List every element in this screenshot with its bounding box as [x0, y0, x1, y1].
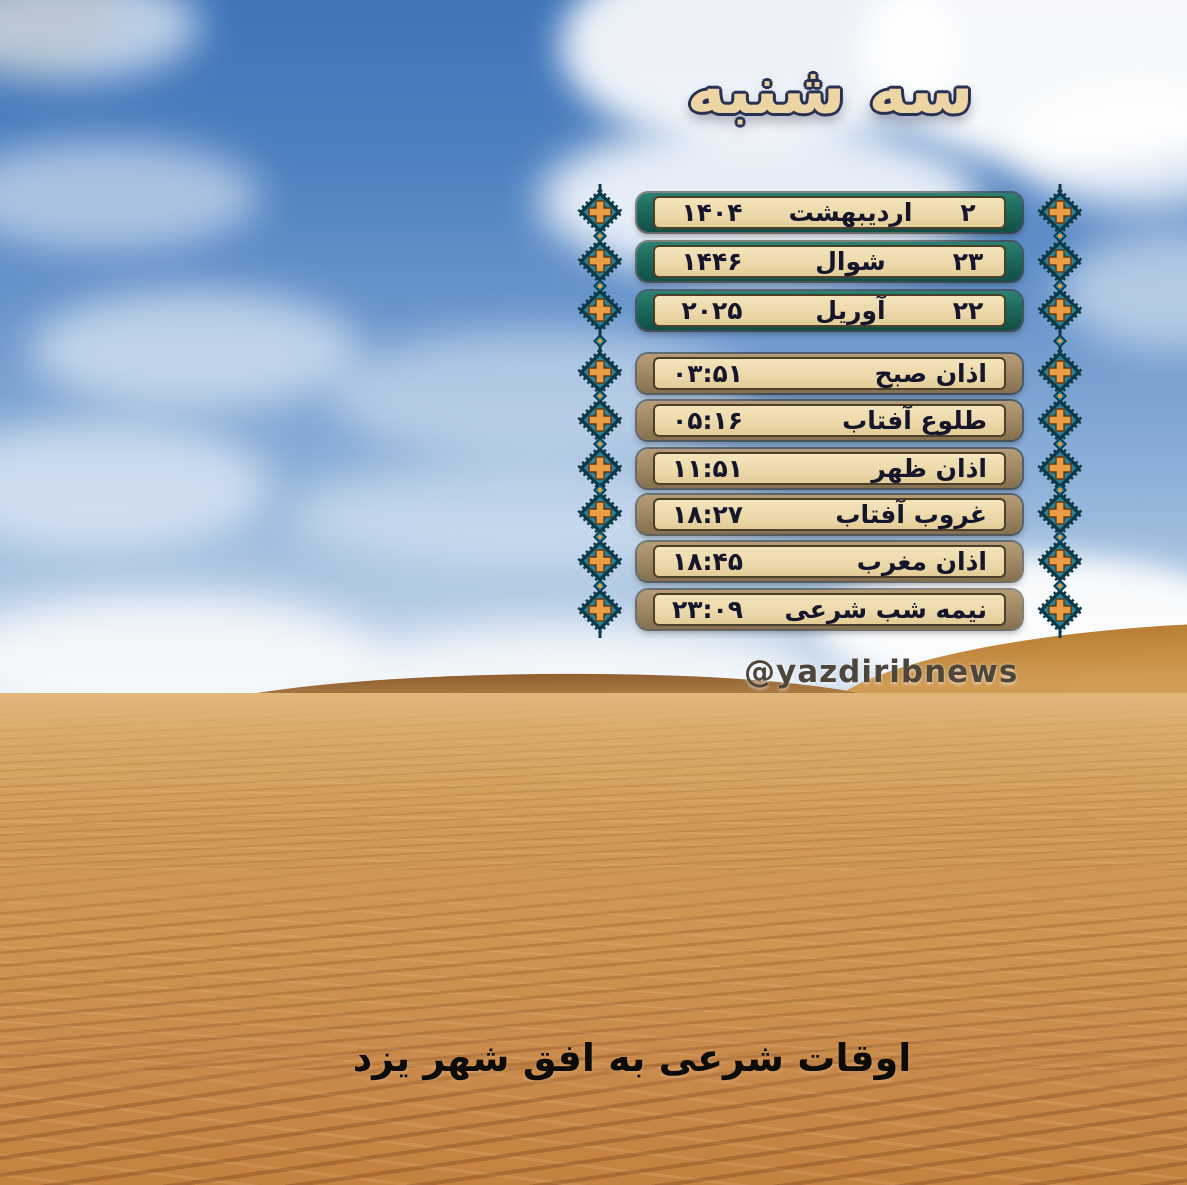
- date-year: ۲۰۲۵: [681, 296, 743, 325]
- time-row-sunset: غروب آفتاب ۱۸:۲۷: [637, 495, 1022, 534]
- date-month: اردیبهشت: [788, 198, 913, 227]
- cloud: [30, 290, 360, 410]
- time-pill: طلوع آفتاب ۰۵:۱۶: [653, 404, 1006, 437]
- footer-caption: اوقات شرعی به افق شهر یزد: [352, 1036, 912, 1080]
- time-value: ۰۵:۱۶: [672, 406, 744, 435]
- date-day: ۲: [960, 198, 976, 227]
- ornament-connector-icon: [1052, 388, 1068, 404]
- time-label: اذان مغرب: [856, 547, 987, 576]
- sand-foreground: [0, 693, 1187, 1185]
- ornament-connector-icon: [1052, 333, 1068, 349]
- ornament-connector-icon: [1052, 228, 1068, 244]
- time-row-maghrib: اذان مغرب ۱۸:۴۵: [637, 542, 1022, 581]
- ornament-connector-icon: [592, 333, 608, 349]
- sand-ripples: [0, 1040, 1187, 1185]
- date-day: ۲۲: [952, 296, 984, 325]
- time-value: ۱۸:۴۵: [672, 547, 744, 576]
- ornament-connector-icon: [592, 482, 608, 498]
- cloud: [0, 420, 270, 550]
- date-day: ۲۳: [952, 247, 984, 276]
- ornament-connector-icon: [1052, 278, 1068, 294]
- time-label: اذان ظهر: [871, 454, 987, 483]
- date-pill: ۲ اردیبهشت ۱۴۰۴: [653, 196, 1006, 229]
- date-pill: ۲۳ شوال ۱۴۴۶: [653, 245, 1006, 278]
- ornament-connector-icon: [592, 278, 608, 294]
- time-label: نیمه شب شرعی: [784, 595, 987, 624]
- date-row-gregorian: ۲۲ آوریل ۲۰۲۵: [637, 291, 1022, 330]
- ornament-connector-icon: [592, 529, 608, 545]
- ornament-connector-icon: [592, 388, 608, 404]
- date-year: ۱۴۴۶: [681, 247, 743, 276]
- time-pill: اذان صبح ۰۳:۵۱: [653, 357, 1006, 390]
- date-month: آوریل: [815, 296, 886, 325]
- sand-ripples: [0, 700, 1187, 870]
- ornament-connector-icon: [592, 436, 608, 452]
- time-label: طلوع آفتاب: [842, 406, 987, 435]
- cloud: [0, 140, 260, 250]
- ornament-connector-icon: [592, 578, 608, 594]
- time-value: ۲۳:۰۹: [672, 595, 744, 624]
- sand-ripples: [0, 850, 1187, 1070]
- ornament-connector-icon: [592, 228, 608, 244]
- time-value: ۱۱:۵۱: [672, 454, 744, 483]
- time-value: ۰۳:۵۱: [672, 359, 744, 388]
- time-row-sunrise: طلوع آفتاب ۰۵:۱۶: [637, 401, 1022, 440]
- ornament-connector-icon: [1052, 529, 1068, 545]
- time-label: اذان صبح: [874, 359, 987, 388]
- time-value: ۱۸:۲۷: [672, 500, 744, 529]
- date-row-persian: ۲ اردیبهشت ۱۴۰۴: [637, 193, 1022, 232]
- ornament-connector-icon: [1052, 578, 1068, 594]
- time-row-fajr: اذان صبح ۰۳:۵۱: [637, 354, 1022, 393]
- time-pill: غروب آفتاب ۱۸:۲۷: [653, 498, 1006, 531]
- watermark-handle: @yazdiribnews: [744, 654, 1019, 690]
- time-label: غروب آفتاب: [835, 500, 987, 529]
- ornament-connector-icon: [1052, 436, 1068, 452]
- time-row-dhuhr: اذان ظهر ۱۱:۵۱: [637, 449, 1022, 488]
- page-title: سه شنبه: [686, 52, 974, 129]
- time-pill: اذان مغرب ۱۸:۴۵: [653, 545, 1006, 578]
- time-pill: نیمه شب شرعی ۲۳:۰۹: [653, 593, 1006, 626]
- date-pill: ۲۲ آوریل ۲۰۲۵: [653, 294, 1006, 327]
- date-row-hijri: ۲۳ شوال ۱۴۴۶: [637, 242, 1022, 281]
- ornament-connector-icon: [1052, 482, 1068, 498]
- date-month: شوال: [815, 247, 886, 276]
- cloud: [330, 330, 750, 460]
- time-pill: اذان ظهر ۱۱:۵۱: [653, 452, 1006, 485]
- time-row-midnight: نیمه شب شرعی ۲۳:۰۹: [637, 590, 1022, 629]
- date-year: ۱۴۰۴: [681, 198, 743, 227]
